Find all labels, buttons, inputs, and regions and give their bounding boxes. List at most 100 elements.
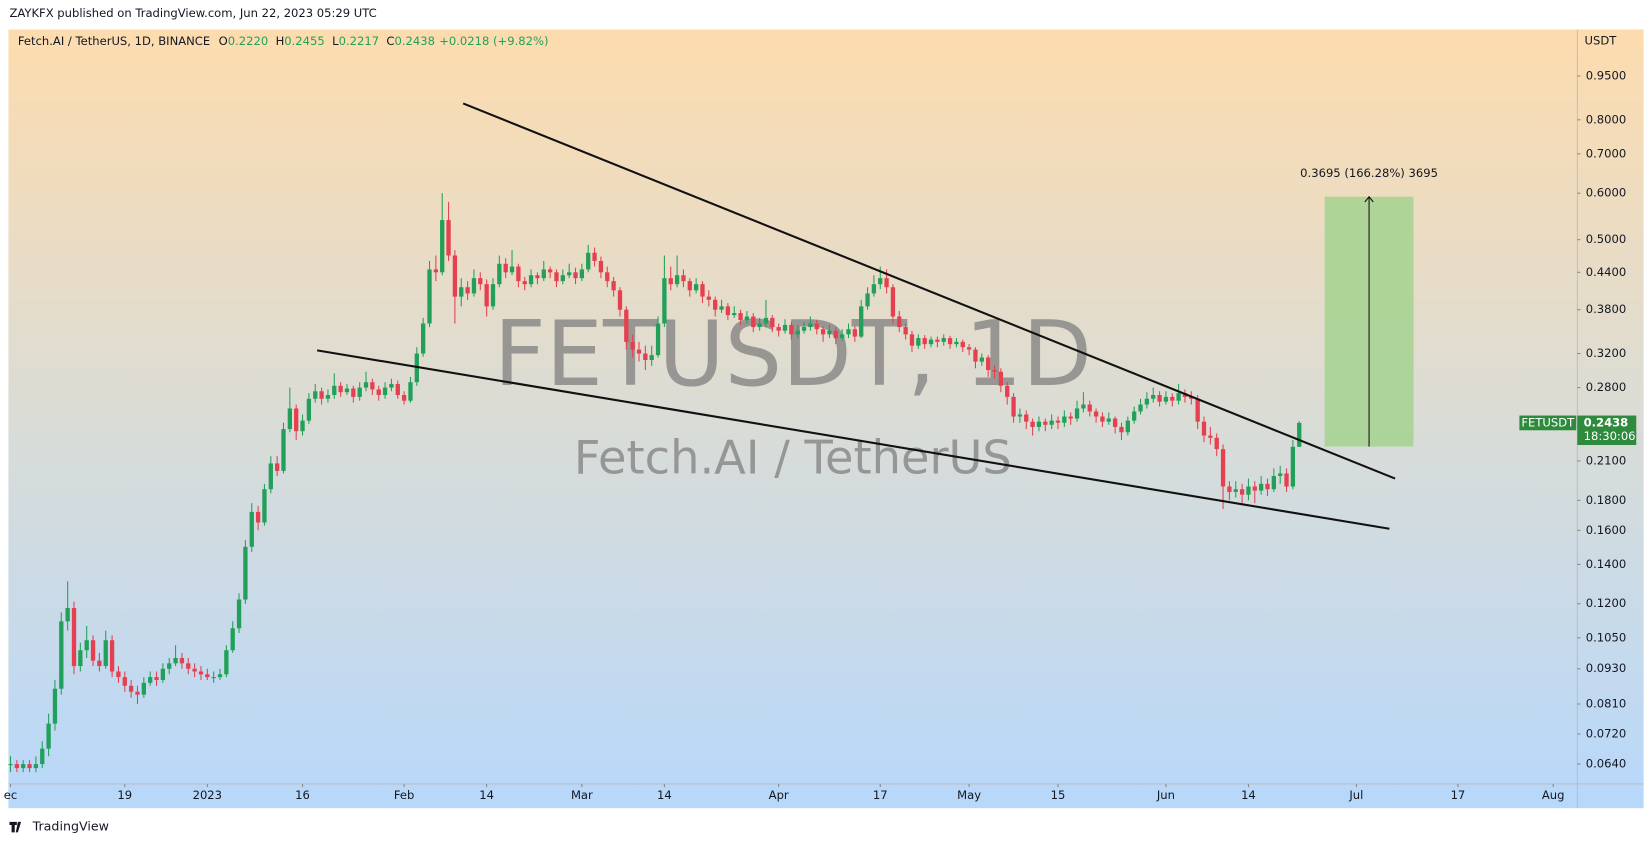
candle-body [986,357,991,371]
candle-body [1239,489,1245,495]
candle-body [1176,393,1181,401]
legend-symbol: Fetch.AI / TetherUS, 1D, BINANCE [18,34,210,48]
candle-body [109,640,115,672]
candle-body [135,691,140,695]
candle-body [1119,426,1124,433]
candle-body [1081,404,1086,409]
candle-body [167,663,172,669]
x-tick-label: Feb [394,788,414,802]
candle-body [249,511,254,547]
candle-body [757,323,762,328]
candle-body [1284,473,1289,487]
x-tick-label: 14 [479,788,494,802]
candle-body [1093,411,1099,417]
candle-body [579,269,585,279]
x-tick-label: 14 [1241,788,1256,802]
y-tick-label: 0.0810 [1586,696,1626,710]
footer: TradingView [32,819,109,834]
candle-body [1265,483,1270,490]
candle-body [14,764,20,769]
candle-body [205,674,210,678]
legend-field-value: 0.2220 [228,34,268,48]
candle-body [998,371,1004,386]
candle-body [700,284,705,297]
candle-body [1189,396,1194,399]
x-tick-label: 17 [1451,788,1466,802]
candle-body [1017,414,1023,417]
candle-body [395,383,400,395]
candle-body [459,287,464,297]
candle-body [65,608,70,622]
footer-logo: TradingView [9,819,109,834]
candle-body [370,382,375,390]
measure-label: 0.3695 (166.28%) 3695 [1300,166,1438,180]
candle-body [1138,404,1143,412]
candle-body [173,658,178,664]
legend-field-value: 0.2438 [395,34,435,48]
candle-body [871,284,877,294]
watermark-subtitle: Fetch.AI / TetherUS [574,430,1012,484]
candle-body [141,682,146,695]
candle-body [452,255,458,297]
y-tick-label: 0.0930 [1586,661,1626,675]
candle-body [382,387,388,395]
candle-body [522,281,527,285]
candle-body [160,668,166,680]
candle-body [725,306,731,316]
candle-body [1074,408,1080,419]
candle-body [643,353,648,360]
candle-body [1062,416,1067,423]
y-tick-label: 0.2800 [1586,380,1626,394]
candle-body [440,220,445,273]
candle-body [541,269,546,279]
candle-body [478,278,483,285]
candle-body [471,278,477,294]
candle-body [560,275,565,282]
candle-body [808,323,813,328]
y-tick-label: 0.3200 [1586,346,1626,360]
candle-body [1068,416,1073,419]
candle-body [21,764,26,769]
candle-body [947,338,953,345]
candle-body [1220,449,1226,487]
x-tick-label: 14 [657,788,672,802]
x-tick-label: Jul [1348,788,1363,802]
candle-body [592,252,597,261]
candle-body [973,349,978,362]
x-tick-label: May [957,788,981,802]
plot-area [8,102,1396,773]
candle-body [128,685,134,692]
y-tick-label: 0.1400 [1586,557,1626,571]
candle-body [1208,435,1213,438]
candle-body [814,323,819,330]
candle-body [421,323,426,354]
candle-body [668,278,673,285]
y-tick-label: 0.0640 [1586,757,1626,771]
candle-body [344,388,350,393]
x-tick-label: 17 [873,788,888,802]
candle-body [820,329,826,335]
candle-body [567,272,572,276]
candle-body [935,339,940,342]
y-tick-label: 0.3800 [1586,302,1626,316]
legend-field-value: 0.2217 [339,34,379,48]
y-tick-label: 0.8000 [1586,112,1626,126]
candle-body [306,398,312,421]
candle-body [78,650,83,667]
x-tick-label: 16 [295,788,310,802]
candle-body [1252,486,1257,491]
legend-change: +0.0218 (+9.82%) [439,34,548,48]
candle-body [795,330,800,335]
candle-body [966,347,972,350]
legend-field-name: H [276,34,285,48]
candle-body [1036,421,1042,427]
candle-body [338,385,343,393]
legend-field-name: O [219,34,228,48]
x-tick-label: 2023 [193,788,222,802]
candle-body [224,650,229,675]
candle-body [909,334,915,346]
candle-body [554,272,559,282]
candle-body [211,677,216,679]
trendline [316,349,1390,530]
candle-body [71,608,77,667]
